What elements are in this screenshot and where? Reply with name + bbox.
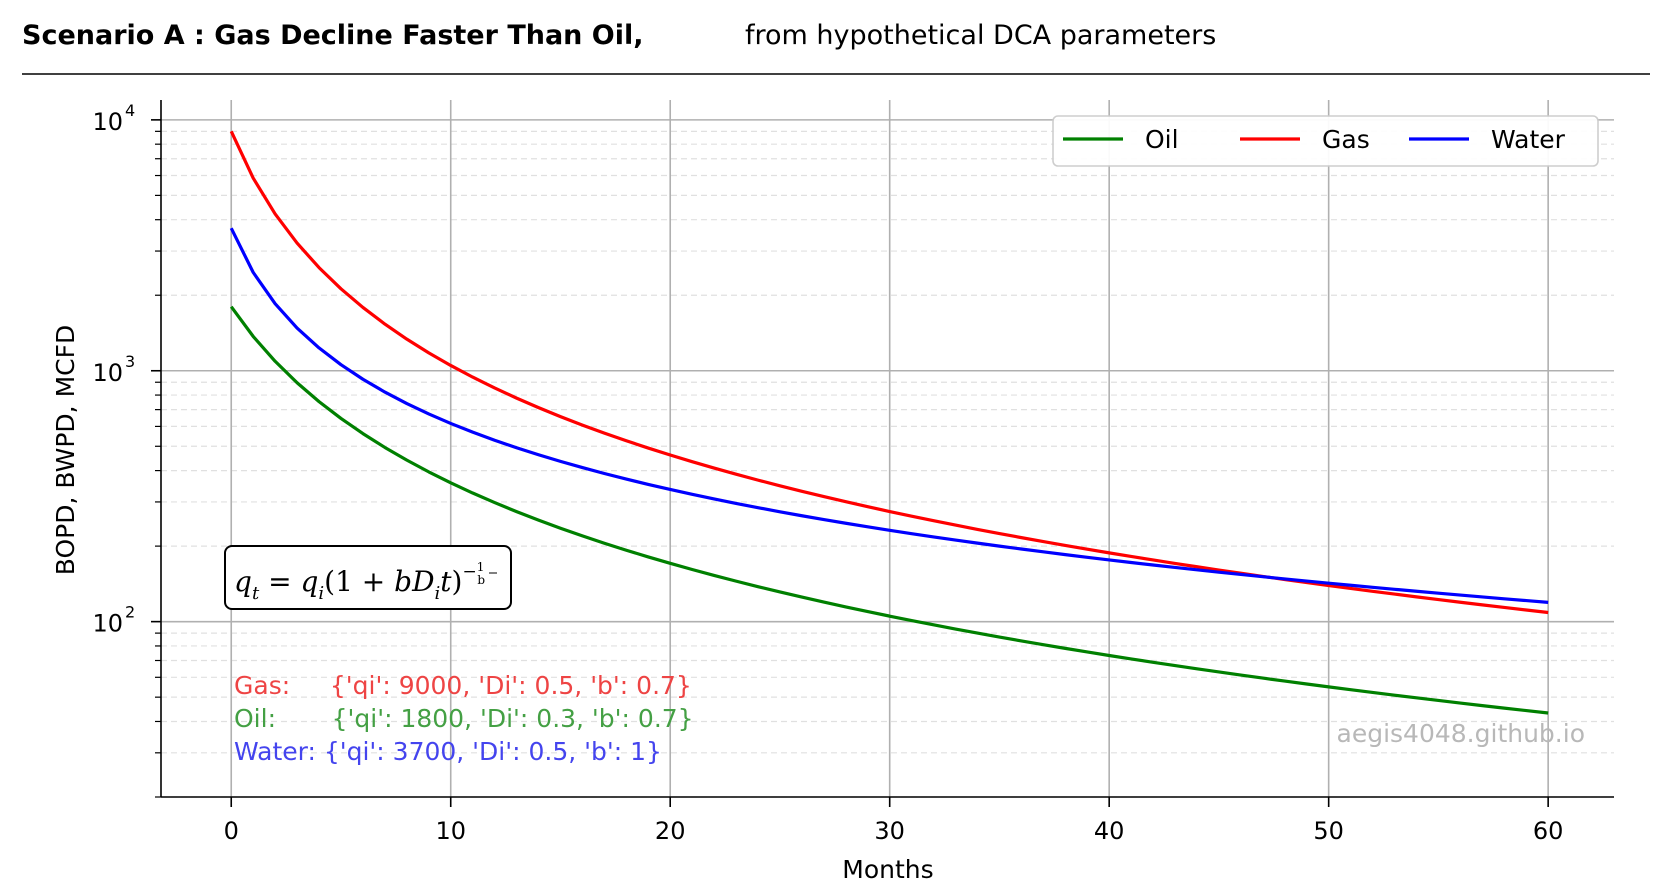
- x-tick-label: 10: [435, 817, 466, 845]
- grid: [161, 100, 1614, 798]
- legend-label-gas: Gas: [1322, 125, 1370, 154]
- chart-title-rest: from hypothetical DCA parameters: [745, 20, 1216, 51]
- series-line-gas: [229, 130, 1549, 615]
- annotation-oil: Oil: {'qi': 1800, 'Di': 0.3, 'b': 0.7}: [234, 704, 694, 733]
- series-line-oil: [229, 305, 1549, 715]
- y-tick-exponent: 3: [125, 352, 135, 371]
- x-tick-label: 0: [224, 817, 239, 845]
- legend: Oil Gas Water: [1052, 115, 1599, 167]
- x-tick-label: 60: [1533, 817, 1564, 845]
- equation-box: qt = qi(1 + bDit)−1 b: [224, 545, 512, 610]
- y-tick-label: 10: [92, 108, 123, 136]
- svg-text:qt = qi(1 + bDit)−1b: qt = qi(1 + bDit)−1 b: [234, 560, 485, 604]
- y-axis-label: BOPD, BWPD, MCFD: [51, 325, 80, 575]
- series-line-water: [229, 227, 1549, 604]
- x-tick-label: 30: [874, 817, 905, 845]
- axis-ticks: 10 210 310 40 10 20 30 40 50 60: [92, 101, 1563, 845]
- legend-label-oil: Oil: [1145, 125, 1179, 154]
- y-tick-exponent: 2: [125, 603, 135, 622]
- y-tick-label: 10: [92, 359, 123, 387]
- legend-label-water: Water: [1491, 125, 1566, 154]
- chart-title-bold: Scenario A : Gas Decline Faster Than Oil…: [22, 20, 644, 51]
- x-tick-label: 50: [1313, 817, 1344, 845]
- x-axis-label: Months: [842, 855, 933, 884]
- x-tick-label: 40: [1094, 817, 1125, 845]
- x-tick-label: 20: [655, 817, 686, 845]
- y-tick-label: 10: [92, 610, 123, 638]
- annotation-gas: Gas: {'qi': 9000, 'Di': 0.5, 'b': 0.7}: [234, 671, 692, 700]
- y-tick-exponent: 4: [125, 101, 135, 120]
- watermark: aegis4048.github.io: [1337, 719, 1585, 748]
- annotation-water: Water: {'qi': 3700, 'Di': 0.5, 'b': 1}: [234, 737, 662, 766]
- plot-series: [229, 130, 1549, 715]
